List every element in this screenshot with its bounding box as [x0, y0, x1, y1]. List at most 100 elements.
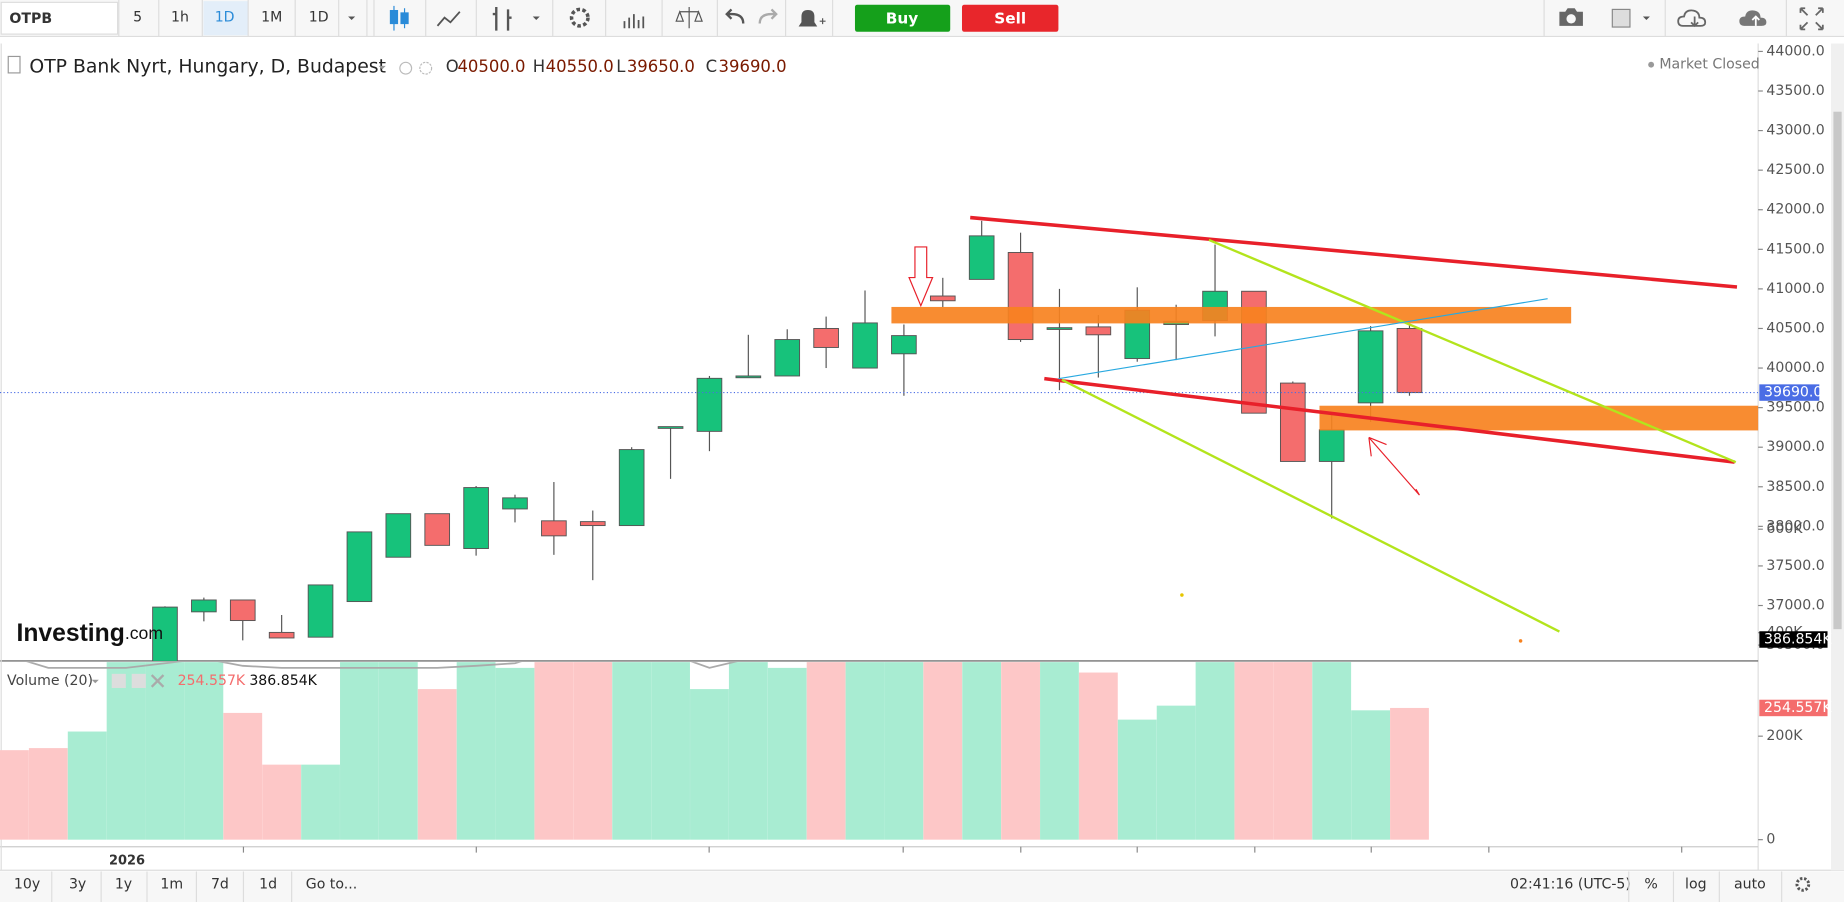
legend: OTP Bank Nyrt, Hungary, D, Budapest O405… — [7, 55, 1760, 689]
visibility-icon[interactable] — [399, 61, 413, 75]
y-tick-label: 42000.0 — [1766, 202, 1824, 218]
buy-label[interactable]: Buy — [886, 9, 919, 27]
ohlc-value: 39650.0 — [627, 57, 695, 76]
line-icon[interactable] — [436, 11, 461, 27]
save-icon[interactable] — [1739, 10, 1767, 26]
y-tick-label: 43000.0 — [1766, 123, 1824, 139]
percent-toggle[interactable]: % — [1644, 876, 1657, 892]
ohlc-key: L — [616, 57, 626, 76]
candle-body — [541, 520, 567, 537]
dropdown-icon[interactable] — [348, 16, 356, 20]
settings-icon[interactable] — [131, 673, 146, 688]
sell-button[interactable] — [961, 4, 1059, 32]
y-tick-label: 42500.0 — [1766, 162, 1824, 178]
color-icon[interactable] — [1611, 8, 1631, 28]
volume-bar — [223, 712, 263, 840]
interval[interactable]: 1D — [309, 10, 329, 26]
scrollbar-thumb[interactable] — [1833, 111, 1842, 630]
interval[interactable]: 1D — [215, 10, 235, 26]
volume-bar — [145, 662, 185, 840]
candle-body — [268, 631, 295, 639]
y-tick-label: 39000.0 — [1766, 439, 1824, 455]
candle-body — [424, 513, 451, 546]
close-icon[interactable] — [150, 674, 165, 688]
active-interval-bg — [203, 1, 249, 36]
range-button[interactable]: 1m — [160, 876, 183, 892]
visibility-icon[interactable] — [111, 673, 126, 688]
logo-suffix: .com — [125, 623, 163, 643]
compare-icon[interactable] — [675, 7, 703, 29]
candle-body — [191, 599, 217, 613]
buy-button[interactable] — [854, 4, 951, 32]
volume-bar — [962, 662, 1002, 840]
volume-title: Volume (20) — [7, 673, 93, 689]
trend-line — [1058, 298, 1548, 380]
candles-icon[interactable] — [389, 5, 409, 31]
camera-lens — [1566, 14, 1576, 24]
dropdown-icon[interactable] — [532, 16, 540, 20]
value-marker — [1759, 699, 1828, 717]
symbol-box[interactable] — [0, 1, 119, 35]
volume-bar — [612, 662, 652, 840]
load-icon[interactable] — [1677, 9, 1707, 28]
range-button[interactable]: 3y — [69, 876, 86, 892]
price-pane — [0, 220, 1759, 661]
x-tick-label: 2026 — [109, 853, 145, 868]
settings-icon[interactable] — [419, 61, 433, 75]
support-zone — [1319, 405, 1759, 431]
volume-bar — [67, 731, 107, 840]
dropdown-icon[interactable] — [91, 679, 99, 684]
interval[interactable]: 1M — [261, 10, 282, 26]
y-tick-label: 40500.0 — [1766, 320, 1824, 336]
y-tick-label: 38000.0 — [1766, 518, 1824, 534]
redo-icon[interactable] — [758, 8, 778, 24]
resistance-zone — [891, 306, 1572, 324]
auto-toggle[interactable]: auto — [1734, 876, 1766, 892]
draw-icon[interactable] — [492, 7, 512, 31]
alert-icon[interactable] — [798, 9, 826, 27]
undo-icon[interactable] — [725, 8, 745, 24]
candle-body — [1046, 327, 1073, 330]
volume-bar — [495, 667, 535, 840]
ohlc-key: O — [446, 57, 459, 76]
settings-icon[interactable] — [1795, 877, 1811, 892]
candle-body — [463, 487, 489, 549]
ohlc: O40500.0 H40550.0 L39650.0 C39690.0 — [446, 57, 787, 76]
candle-body — [1318, 429, 1345, 462]
goto-button[interactable]: Go to... — [306, 876, 357, 892]
range-button[interactable]: 1y — [115, 876, 132, 892]
value-axes: 36500.037000.037500.038000.038500.039000… — [1758, 43, 1832, 848]
save-arrow — [1751, 15, 1760, 26]
candle-body — [1085, 326, 1112, 336]
log-toggle[interactable]: log — [1685, 876, 1707, 892]
dropdown-icon[interactable] — [378, 65, 386, 70]
range-button[interactable]: 10y — [14, 876, 40, 892]
symbol[interactable]: OTPB — [9, 11, 52, 27]
y-tick-label: 40000.0 — [1766, 360, 1824, 376]
bottom-bar: 10y 3y 1y 1m 7d 1d Go to... 02:41:16 (UT… — [0, 871, 1844, 902]
drawings — [891, 215, 1759, 643]
range-button[interactable]: 7d — [211, 876, 229, 892]
dot — [1180, 593, 1184, 597]
y-tick-label: 41500.0 — [1766, 241, 1824, 257]
volume-bar — [378, 662, 418, 840]
ohlc-value: 39690.0 — [719, 57, 787, 76]
logo-name: Investing — [16, 619, 124, 646]
volume-bar — [1117, 719, 1157, 840]
y-tick-label: 600K — [1766, 521, 1803, 537]
interval[interactable]: 5 — [133, 10, 142, 26]
y-tick-label: 38500.0 — [1766, 479, 1824, 495]
volume-bar — [1040, 662, 1079, 840]
candle-body — [229, 599, 256, 622]
interval[interactable]: 1h — [171, 10, 189, 26]
candle-body — [968, 235, 995, 280]
range-button[interactable]: 1d — [259, 876, 277, 892]
volume-ma-value: 386.854K — [249, 673, 317, 689]
volume-bar — [534, 662, 574, 840]
y-tick-label: 44000.0 — [1766, 43, 1824, 59]
value-marker-label: 254.557K — [1764, 700, 1832, 716]
fullscreen-icon[interactable] — [1799, 7, 1824, 31]
dropdown-icon[interactable] — [1642, 16, 1650, 20]
sell-label[interactable]: Sell — [994, 9, 1026, 27]
trend-line — [970, 215, 1738, 289]
